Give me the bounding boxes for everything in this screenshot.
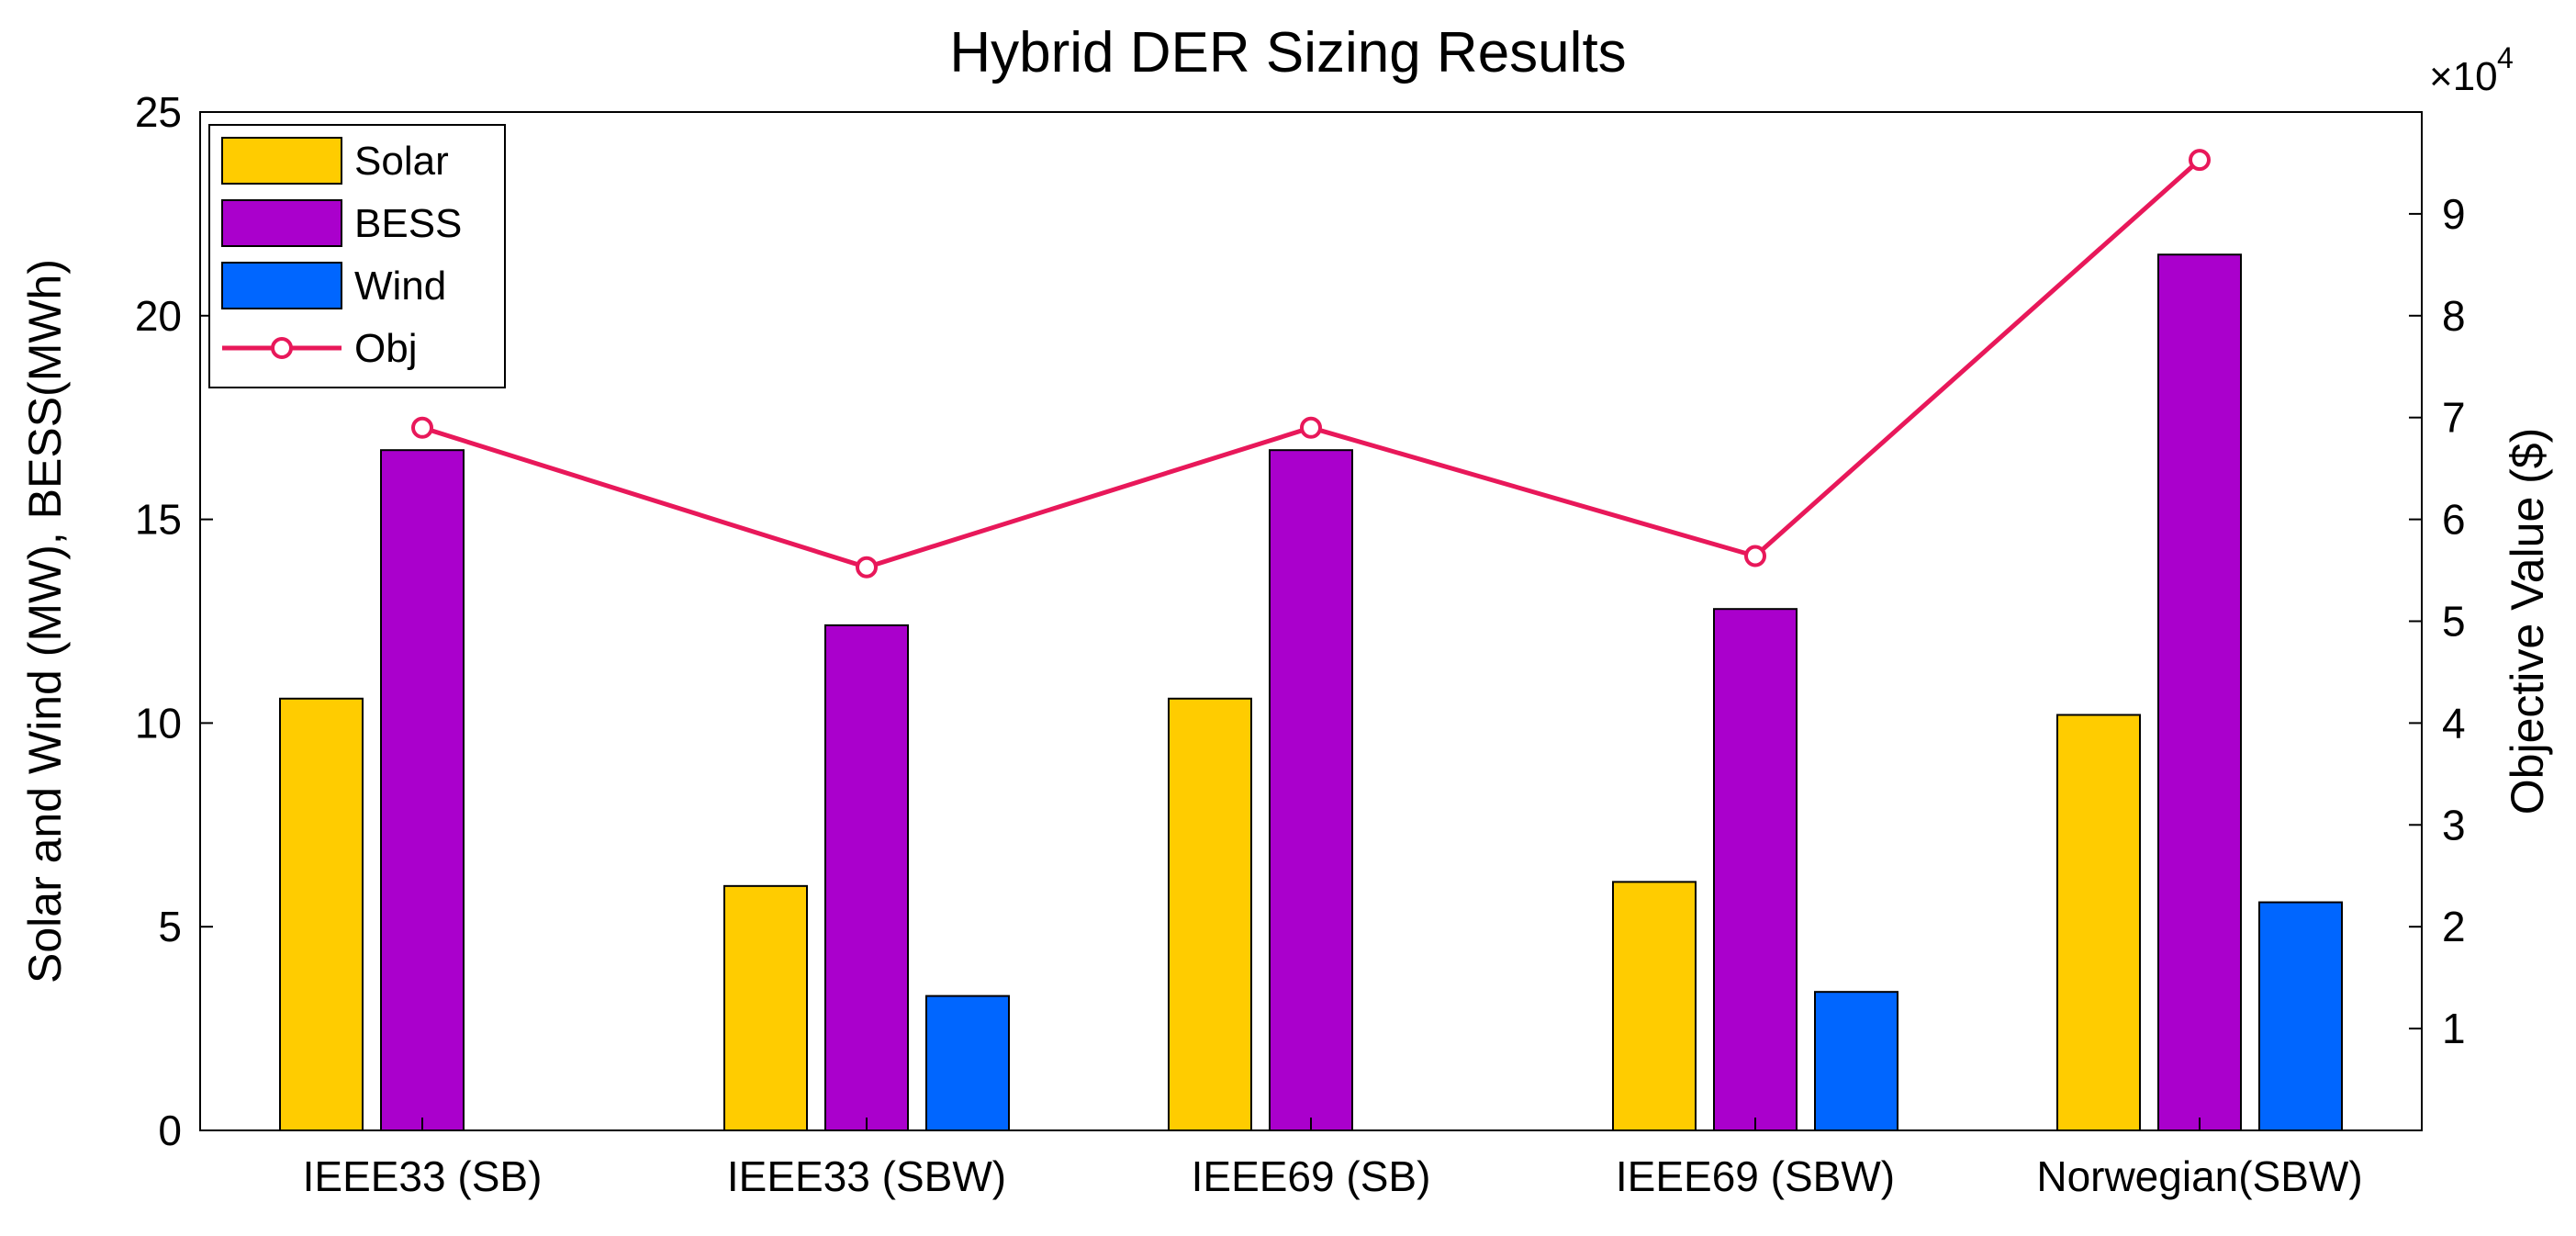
legend-swatch-solar	[221, 137, 342, 185]
y2-tick-label: 8	[2442, 292, 2466, 340]
chart-title: Hybrid DER Sizing Results	[949, 21, 1626, 84]
y-tick-label: 10	[135, 699, 182, 747]
obj-marker	[1300, 416, 1322, 439]
bar-solar	[1168, 697, 1252, 1131]
bar-solar	[2056, 714, 2141, 1131]
obj-marker	[1744, 545, 1766, 567]
legend-label-bess: BESS	[354, 201, 462, 246]
x-tick-label: IEEE33 (SB)	[303, 1152, 543, 1200]
x-tick-label: IEEE69 (SB)	[1192, 1152, 1431, 1200]
bar-solar	[279, 697, 364, 1131]
bar-bess	[1269, 449, 1353, 1131]
bar-bess	[824, 624, 909, 1131]
bar-wind	[925, 994, 1010, 1132]
legend-swatch-wind	[221, 262, 342, 309]
y2-tick-label: 6	[2442, 496, 2466, 544]
bar-wind	[1814, 991, 1898, 1132]
y2-tick-label: 5	[2442, 598, 2466, 646]
bar-bess	[2157, 253, 2242, 1131]
bar-wind	[2258, 901, 2343, 1131]
y-axis-label: Solar and Wind (MW), BESS(MWh)	[19, 259, 71, 983]
x-tick-label: IEEE69 (SBW)	[1616, 1152, 1895, 1200]
x-tick-label: Norwegian(SBW)	[2036, 1152, 2362, 1200]
y-tick-label: 5	[158, 903, 182, 950]
y2-exponent-power: 4	[2497, 41, 2514, 74]
y2-tick-label: 4	[2442, 699, 2466, 747]
obj-marker	[411, 416, 433, 439]
y-tick-label: 0	[158, 1107, 182, 1154]
y2-tick-label: 2	[2442, 903, 2466, 950]
y2-exponent-label: ×10	[2429, 54, 2498, 99]
obj-marker	[2189, 149, 2211, 172]
y2-tick-label: 7	[2442, 394, 2466, 442]
y2-tick-label: 3	[2442, 801, 2466, 848]
y2-axis-label: Objective Value ($)	[2502, 428, 2553, 815]
y-tick-label: 15	[135, 496, 182, 544]
legend-label-solar: Solar	[354, 139, 449, 184]
y2-tick-label: 1	[2442, 1005, 2466, 1052]
legend-label-obj: Obj	[354, 326, 417, 371]
bar-solar	[723, 884, 808, 1132]
legend-swatch-bess	[221, 199, 342, 247]
legend-box	[208, 124, 506, 388]
legend-marker-obj	[271, 337, 293, 359]
bar-solar	[1612, 881, 1697, 1131]
obj-marker	[856, 556, 878, 579]
y-tick-label: 20	[135, 292, 182, 340]
y-tick-label: 25	[135, 88, 182, 136]
bar-bess	[1713, 608, 1798, 1131]
y2-tick-label: 9	[2442, 190, 2466, 238]
legend-label-wind: Wind	[354, 264, 446, 309]
x-tick-label: IEEE33 (SBW)	[727, 1152, 1006, 1200]
bar-bess	[380, 449, 465, 1131]
